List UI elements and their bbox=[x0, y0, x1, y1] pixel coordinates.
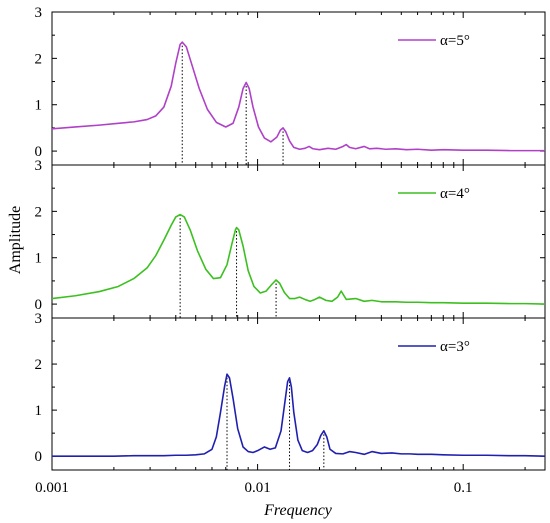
series-line-1 bbox=[51, 41, 545, 152]
legend-label: α=3° bbox=[440, 339, 470, 355]
legend-label: α=4° bbox=[440, 186, 470, 202]
x-tick-label: 0.1 bbox=[454, 480, 473, 496]
y-tick-label: 2 bbox=[35, 357, 43, 373]
y-tick-label: 1 bbox=[35, 403, 43, 419]
y-tick-label: 3 bbox=[35, 5, 43, 21]
x-tick-label: 0.01 bbox=[244, 480, 270, 496]
series-line-3 bbox=[52, 373, 546, 457]
y-tick-label: 2 bbox=[35, 51, 43, 67]
y-tick-label: 0 bbox=[35, 297, 43, 313]
panel-1: 0 1 2 3 α=5° bbox=[35, 5, 546, 166]
y-tick-label: 1 bbox=[35, 98, 43, 114]
y-tick-label: 1 bbox=[35, 251, 43, 267]
y-axis-title: Amplitude bbox=[7, 206, 24, 274]
series-line-2 bbox=[51, 213, 546, 305]
y-tick-label: 2 bbox=[35, 204, 43, 220]
panel-frame bbox=[51, 164, 546, 319]
panel-frame bbox=[51, 11, 546, 166]
panel-2: 0 1 2 3 α=4° bbox=[35, 158, 546, 319]
panels-group: 0 1 2 3 α=5° 0 1 2 3 α=4° 0 1 2 3 α=3° 0.001 0.01 0.1 bbox=[35, 5, 546, 496]
x-axis-title: Frequency bbox=[263, 502, 333, 519]
y-tick-label: 3 bbox=[35, 158, 43, 174]
panel-3: 0 1 2 3 α=3° bbox=[35, 311, 546, 471]
y-tick-label: 0 bbox=[35, 144, 43, 160]
x-tick-label: 0.001 bbox=[35, 480, 69, 496]
legend-label: α=5° bbox=[440, 33, 470, 49]
y-tick-label: 3 bbox=[35, 311, 43, 327]
panel-frame bbox=[51, 317, 546, 471]
y-tick-label: 0 bbox=[35, 449, 43, 465]
